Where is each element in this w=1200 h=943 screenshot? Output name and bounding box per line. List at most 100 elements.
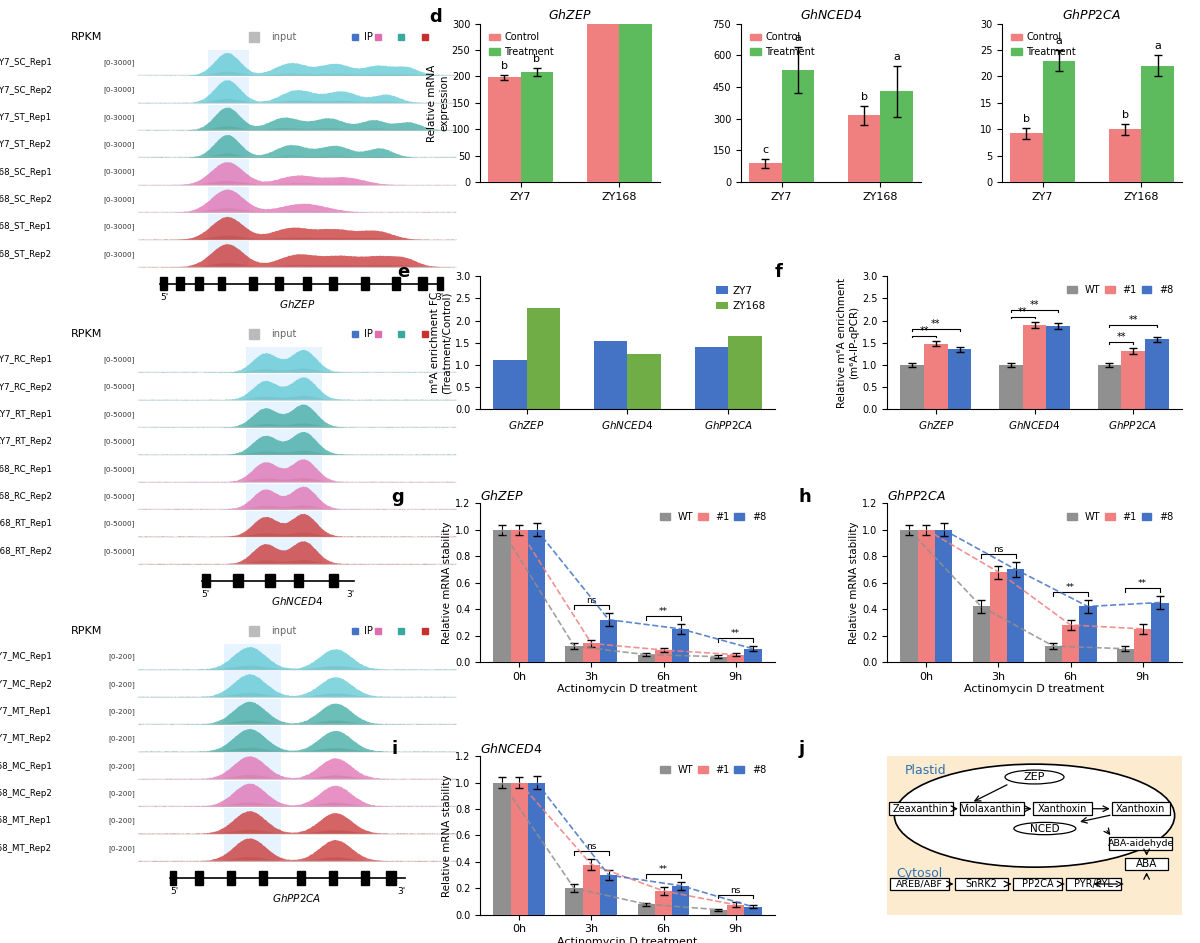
FancyBboxPatch shape [889,802,953,816]
Bar [527,308,560,409]
Text: **: ** [919,325,929,336]
Bar [1079,606,1097,662]
Bar [250,277,257,290]
Bar [528,783,545,915]
Text: input: input [271,626,296,636]
Bar [208,105,250,130]
Text: [0-5000]: [0-5000] [103,411,134,418]
Bar [208,159,250,185]
Text: ZY7_RC_Rep2: ZY7_RC_Rep2 [0,383,52,391]
Bar [246,347,323,372]
FancyBboxPatch shape [1109,836,1172,851]
Text: PYR/PYL: PYR/PYL [1074,879,1112,889]
Legend: WT, #1, #8: WT, #1, #8 [656,508,770,526]
Text: ZY7_RC_Rep1: ZY7_RC_Rep1 [0,356,52,364]
Bar [246,456,323,482]
Bar [628,354,661,409]
Legend: ZY7, ZY168: ZY7, ZY168 [712,282,769,315]
Bar [196,871,203,885]
Text: [0-3000]: [0-3000] [103,169,134,175]
Text: **: ** [1018,306,1027,317]
Text: 5': 5' [161,293,168,302]
Bar [655,650,672,662]
Bar [233,574,242,587]
Bar [600,620,617,662]
Text: **: ** [1116,332,1126,342]
Bar [386,871,396,885]
Text: ZY168_RT_Rep1: ZY168_RT_Rep1 [0,520,52,528]
Bar [1134,629,1151,662]
Bar [259,871,266,885]
Bar [847,115,881,182]
Y-axis label: Relative mRNA stability: Relative mRNA stability [850,521,859,644]
Bar [265,574,275,587]
Text: ABA: ABA [1136,859,1157,869]
Text: ns: ns [587,842,596,852]
Bar [1121,351,1145,409]
Bar [749,163,781,182]
Bar [565,888,583,915]
Bar [208,77,250,103]
Bar [217,277,226,290]
Bar [1046,326,1070,409]
Bar [672,629,690,662]
Bar [727,654,744,662]
Text: a: a [893,52,900,62]
Text: [0-5000]: [0-5000] [103,384,134,390]
Text: ZY168_MC_Rep1: ZY168_MC_Rep1 [0,762,52,770]
Text: [0-200]: [0-200] [108,818,134,824]
Text: [0-200]: [0-200] [108,790,134,797]
Bar [298,871,305,885]
Text: $\it{GhPP2CA}$: $\it{GhPP2CA}$ [887,489,946,504]
Text: **: ** [659,865,668,874]
Bar [744,907,762,915]
Text: d: d [430,8,443,25]
Bar [924,343,948,409]
Text: ZY7_ST_Rep2: ZY7_ST_Rep2 [0,141,52,149]
Bar [360,277,368,290]
Bar [294,574,304,587]
Bar [224,753,281,779]
Text: ZY168_ST_Rep1: ZY168_ST_Rep1 [0,223,52,231]
Text: ZY7_MC_Rep2: ZY7_MC_Rep2 [0,680,52,688]
Text: [0-200]: [0-200] [108,708,134,715]
Bar [744,649,762,662]
Bar [1062,625,1079,662]
Text: a: a [794,33,802,42]
Text: [0-200]: [0-200] [108,681,134,687]
Bar [224,644,281,670]
Text: IP: IP [364,626,372,636]
Bar [208,187,250,212]
Bar [170,871,176,885]
Bar [781,70,815,182]
Text: [0-5000]: [0-5000] [103,548,134,554]
Text: c: c [762,145,768,156]
Bar [329,277,337,290]
Text: [0-3000]: [0-3000] [103,141,134,148]
Text: AREB/ABF: AREB/ABF [896,880,943,888]
Text: i: i [391,740,397,758]
Bar [727,904,744,915]
Bar [709,656,727,662]
FancyBboxPatch shape [890,878,949,890]
Text: ZY168_MC_Rep2: ZY168_MC_Rep2 [0,789,52,798]
Text: a: a [1154,41,1160,51]
Legend: Control, Treatment: Control, Treatment [485,28,558,61]
Bar [1145,339,1169,409]
Text: 5': 5' [170,887,178,896]
Bar [208,241,250,267]
Text: 3': 3' [436,293,443,302]
Bar [594,340,628,409]
Text: **: ** [659,606,668,616]
Text: ZY168_MT_Rep2: ZY168_MT_Rep2 [0,844,52,852]
Text: [0-200]: [0-200] [108,763,134,769]
Text: SnRK2: SnRK2 [966,879,997,889]
Text: $\it{GhNCED4}$: $\it{GhNCED4}$ [271,595,323,607]
Bar [161,277,167,290]
Bar [224,835,281,861]
Bar [672,885,690,915]
Text: $\it{GhPP2CA}$: $\it{GhPP2CA}$ [272,892,322,904]
FancyBboxPatch shape [1124,858,1169,870]
Text: **: ** [731,629,740,638]
Text: RPKM: RPKM [71,329,102,339]
